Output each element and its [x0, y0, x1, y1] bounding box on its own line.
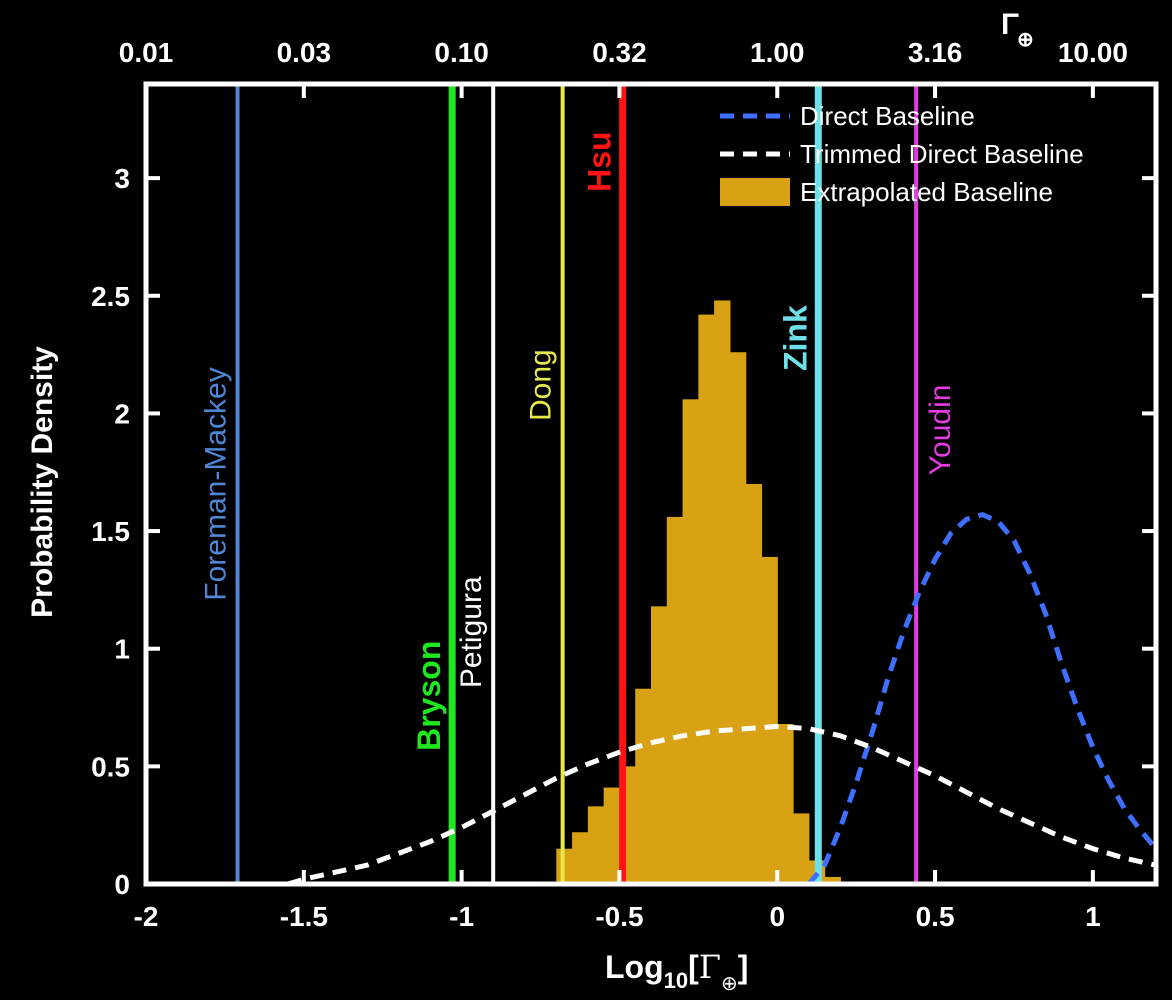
- x-axis-title-base: Log: [605, 949, 664, 985]
- histogram-bar: [698, 314, 715, 884]
- y-tick-label: 2.5: [91, 281, 130, 312]
- legend-swatch: [720, 178, 790, 206]
- series-trimmed-direct-baseline: [287, 723, 1157, 887]
- histogram-bar: [793, 813, 810, 884]
- x-axis-title: Log10[Γ⊕]: [605, 948, 748, 995]
- top-axis-gamma: Γ: [1001, 8, 1019, 41]
- histogram-bar: [745, 484, 763, 884]
- top-tick-label: 1.00: [750, 37, 805, 68]
- top-axis-gamma-sub: ⊕: [1017, 29, 1034, 51]
- histogram-bar: [666, 516, 684, 884]
- histogram-bar: [761, 556, 778, 884]
- histogram-bar: [729, 352, 747, 884]
- histogram-bar: [635, 688, 652, 884]
- histogram-bars: [556, 300, 841, 884]
- vertical-reference-lines: [235, 84, 919, 884]
- histogram-bar: [651, 606, 668, 884]
- y-tick-labels: 0 0.5 1 1.5 2 2.5 3: [91, 163, 130, 900]
- x-axis-title-gamma: Γ: [699, 948, 721, 986]
- top-tick-labels: 0.01 0.03 0.10 0.32 1.00 3.16 10.00: [119, 37, 1128, 68]
- y-tick-label: 3: [114, 163, 130, 194]
- curve-series: [287, 512, 1158, 887]
- x-tick-label: 0: [769, 901, 785, 932]
- legend-label: Direct Baseline: [800, 101, 975, 131]
- histogram-bar: [682, 399, 699, 884]
- y-tick-label: 1: [114, 634, 130, 665]
- top-tick-label: 0.03: [277, 37, 332, 68]
- reference-label-foreman-mackey: Foreman-Mackey: [200, 367, 233, 600]
- top-tick-label: 0.10: [434, 37, 489, 68]
- x-tick-label: -2: [134, 901, 159, 932]
- x-axis-title-open: [: [688, 949, 699, 985]
- axis-ticks: [144, 84, 1156, 886]
- x-tick-label: -1.5: [280, 901, 328, 932]
- x-axis-title-close: ]: [738, 949, 749, 985]
- legend: Direct Baseline Trimmed Direct Baseline Ex…: [720, 101, 1084, 207]
- legend-label: Trimmed Direct Baseline: [800, 139, 1084, 169]
- x-tick-label: 1: [1085, 901, 1101, 932]
- histogram-bar: [714, 300, 731, 884]
- x-tick-label: 0.5: [916, 901, 955, 932]
- reference-label-youdin: Youdin: [924, 385, 957, 476]
- series-direct-baseline: [806, 512, 1158, 886]
- histogram-bar: [777, 724, 794, 884]
- legend-label: Extrapolated Baseline: [800, 177, 1053, 207]
- reference-label-dong: Dong: [525, 349, 558, 421]
- x-tick-label: -1: [449, 901, 474, 932]
- x-axis-title-gamma-sub: ⊕: [721, 973, 738, 995]
- y-tick-label: 0.5: [91, 751, 130, 782]
- histogram-bar: [603, 787, 621, 884]
- reference-label-zink: Zink: [777, 305, 813, 371]
- x-tick-label: -0.5: [595, 901, 643, 932]
- reference-label-petigura: Petigura: [455, 576, 488, 688]
- x-tick-labels: -2 -1.5 -1 -0.5 0 0.5 1: [134, 901, 1101, 932]
- y-tick-label: 1.5: [91, 516, 130, 547]
- top-tick-label: 3.16: [908, 37, 963, 68]
- y-tick-label: 0: [114, 869, 130, 900]
- y-tick-label: 2: [114, 398, 130, 429]
- x-axis-title-sub: 10: [664, 968, 688, 993]
- y-axis-title: Probability Density: [26, 346, 59, 618]
- plot-frame: [143, 81, 1159, 887]
- reference-label-bryson: Bryson: [411, 641, 447, 751]
- top-axis-label: Γ⊕: [1001, 8, 1034, 51]
- histogram-bar: [587, 806, 605, 884]
- histogram-bar: [824, 876, 841, 884]
- top-tick-label: 0.01: [119, 37, 174, 68]
- reference-label-hsu: Hsu: [582, 131, 618, 191]
- top-tick-label: 10.00: [1058, 37, 1128, 68]
- top-tick-label: 0.32: [592, 37, 647, 68]
- histogram-bar: [572, 832, 589, 884]
